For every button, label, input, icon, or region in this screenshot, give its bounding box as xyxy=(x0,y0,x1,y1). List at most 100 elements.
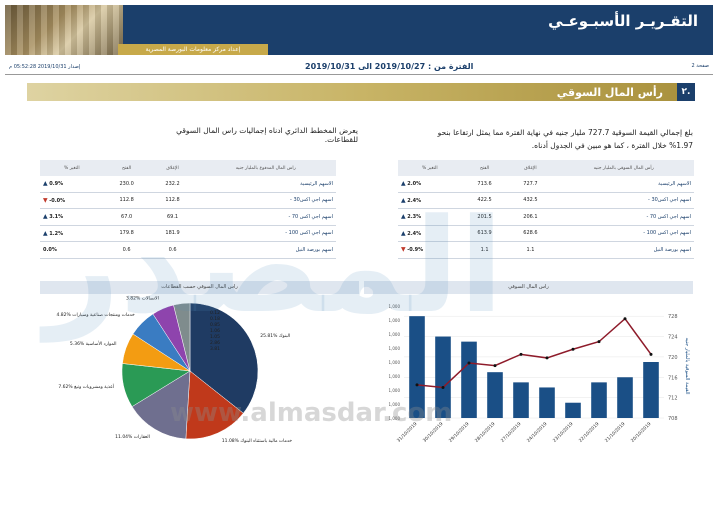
y-tick-label-left: 1,000 xyxy=(389,318,401,323)
table-row: ▲ 2.3% 201.5 206.1 - اسهم اجي اكس 70 xyxy=(398,208,694,226)
table-row: ▲ 3.1% 67.0 69.1 - اسهم اجي اكس 70 xyxy=(40,208,336,226)
y-tick-label-left: 1,000 xyxy=(389,388,401,393)
small-slice-label: 1.05 xyxy=(210,334,220,340)
sector-pie-chart: 25.81% البنوك 11.08% خدمات مالية باستثناء… xyxy=(56,296,293,444)
y-tick-label: 720 xyxy=(668,355,678,361)
line-point xyxy=(545,356,549,360)
line-point xyxy=(597,340,601,344)
market-cap-paragraph: بلغ إجمالي القيمة السوقية 727.7 مليار جن… xyxy=(437,128,693,150)
arrow-down-icon: ▼ xyxy=(401,246,406,254)
y-tick-label-left: 1,000 xyxy=(389,360,401,365)
bar xyxy=(539,387,555,418)
small-slice-label: 2.86 xyxy=(210,340,220,346)
pie-slice xyxy=(189,302,259,414)
col-change: % التغير xyxy=(40,160,104,176)
header-photo xyxy=(5,5,123,55)
line-point xyxy=(441,385,445,389)
x-tick-label: 27/10/2019 xyxy=(500,421,523,444)
arrow-up-icon: ▲ xyxy=(43,229,48,237)
bar xyxy=(513,382,529,418)
y-tick-label-left: 1,000 xyxy=(389,304,401,309)
bar xyxy=(409,316,425,418)
small-slice-label: 1.06 xyxy=(210,328,220,334)
table-row: ▼ -0.9% 1.1 1.1 اسهم بورصة النيل xyxy=(398,241,694,259)
line-point xyxy=(467,361,471,365)
y-tick-label-left: 1,000 xyxy=(389,346,401,351)
y-tick-label: 708 xyxy=(668,416,678,422)
market-cap-table: % التغير الفتح الإغلاق رأس المال السوقي … xyxy=(398,160,694,259)
arrow-up-icon: ▲ xyxy=(401,196,406,204)
bar xyxy=(643,362,659,418)
market-cap-chart: 728 724 720 716 712 708 1,000 1,000 1,000 1,000 1,… xyxy=(389,304,690,444)
table-header-row: % التغير الفتح الإغلاق رأس المال السوقي … xyxy=(398,160,694,176)
small-slice-label: 0.18 xyxy=(210,316,220,322)
bar xyxy=(617,377,633,418)
col-open: الفتح xyxy=(103,160,150,176)
arrow-up-icon: ▲ xyxy=(43,180,48,188)
x-tick-label: 20/10/2019 xyxy=(630,421,653,444)
bar xyxy=(591,382,607,418)
small-slice-label: 0.85 xyxy=(210,322,220,328)
watermark-url: www.almasdar.com xyxy=(170,398,453,428)
small-slice-label: 0.12 xyxy=(210,310,220,316)
y-tick-label: 716 xyxy=(668,375,678,381)
arrow-up-icon: ▲ xyxy=(401,180,406,188)
sector-chart-header: راس المال السوقي حسب القطاعات xyxy=(40,281,359,294)
report-subtitle: إعداد مركز معلومات البورصة المصرية xyxy=(118,44,268,55)
line-point xyxy=(519,352,523,356)
line-point xyxy=(571,347,575,351)
col-open: الفتح xyxy=(461,160,508,176)
slice-label: 7.62% أغذية ومشروبات وتبغ xyxy=(58,383,114,390)
y-tick-label-left: 1,000 xyxy=(389,402,401,407)
date-bar: صفحة 2 الفترة من : 2019/10/27 الى 2019/1… xyxy=(5,60,713,75)
line-series xyxy=(416,317,652,389)
pie-slice xyxy=(185,370,244,440)
slice-label: 5.36% الموارد الأساسية xyxy=(70,340,117,347)
y-axis-label: القيمة السوقية بالمليار جنيه xyxy=(684,337,690,394)
line-point xyxy=(415,383,419,387)
y-tick-label-left: 1,000 xyxy=(389,416,401,421)
arrow-up-icon: ▲ xyxy=(43,213,48,221)
table-row: ▲ 1.2% 179.8 181.9 - اسهم اجي اكس 100 xyxy=(40,225,336,242)
table-row: ▲ 0.9% 230.0 232.2 الاسهم الرئيسية xyxy=(40,176,336,193)
x-tick-label: 24/10/2019 xyxy=(526,421,549,444)
x-tick-label: 23/10/2019 xyxy=(552,421,575,444)
arrow-down-icon: ▼ xyxy=(43,196,48,204)
page-number: صفحة 2 xyxy=(691,63,709,69)
table-row: ▲ 2.0% 713.6 727.7 الاسهم الرئيسية xyxy=(398,176,694,193)
col-name: رأس المال السوقي بالمليار جنيه xyxy=(553,160,694,176)
col-close: الإغلاق xyxy=(507,160,554,176)
col-change: % التغير xyxy=(398,160,462,176)
y-tick-label: 712 xyxy=(668,396,678,402)
pie-slice xyxy=(173,302,191,372)
issue-time: إصدار 2019/10/31 05:52:28 م xyxy=(9,64,81,70)
section-title: رأس المال السوقي xyxy=(556,86,663,99)
sector-paragraph: يعرض المخطط الدائري ادناه إجماليات راس ا… xyxy=(176,126,358,144)
slice-label: 3.82% الاتصالات xyxy=(126,296,159,301)
report-period: الفترة من : 2019/10/27 الى 2019/10/31 xyxy=(305,62,474,71)
pie-slice xyxy=(131,370,191,440)
bar xyxy=(565,402,581,418)
slice-label: 11.08% خدمات مالية باستثناء البنوك xyxy=(222,438,293,444)
paid-capital-table: % التغير الفتح الإغلاق راس المال المدفوع… xyxy=(40,160,336,259)
slice-label: 11.04% العقارات xyxy=(115,434,150,440)
y-tick-label-left: 1,000 xyxy=(389,374,401,379)
line-point xyxy=(623,317,627,321)
y-tick-label: 724 xyxy=(668,335,678,341)
bar xyxy=(487,372,503,418)
table-row: 0.0% 0.6 0.6 اسهم بورصة النيل xyxy=(40,241,336,259)
line-point xyxy=(493,364,497,368)
arrow-up-icon: ▲ xyxy=(401,213,406,221)
bar xyxy=(461,341,477,418)
arrow-up-icon: ▲ xyxy=(401,229,406,237)
table-row: ▼ -0.0% 112.8 112.8 - اسهم اجي اكس30 xyxy=(40,192,336,209)
y-tick-label: 728 xyxy=(668,314,678,320)
table-row: ▲ 2.4% 422.5 432.5 - اسهم اجي اكس30 xyxy=(398,192,694,209)
col-name: راس المال المدفوع بالمليار جنيه xyxy=(195,160,336,176)
report-title: التقـريـر الأسبـوعـي xyxy=(548,12,698,30)
x-tick-label: 28/10/2019 xyxy=(474,421,497,444)
slice-label: 4.82% خدمات ومنتجات صناعية وسيارات xyxy=(56,312,135,318)
y-tick-label-left: 1,000 xyxy=(389,332,401,337)
watermark-logo: المصدر xyxy=(45,190,508,342)
table-row: ▲ 2.4% 613.9 628.6 - اسهم اجي اكس 100 xyxy=(398,225,694,242)
